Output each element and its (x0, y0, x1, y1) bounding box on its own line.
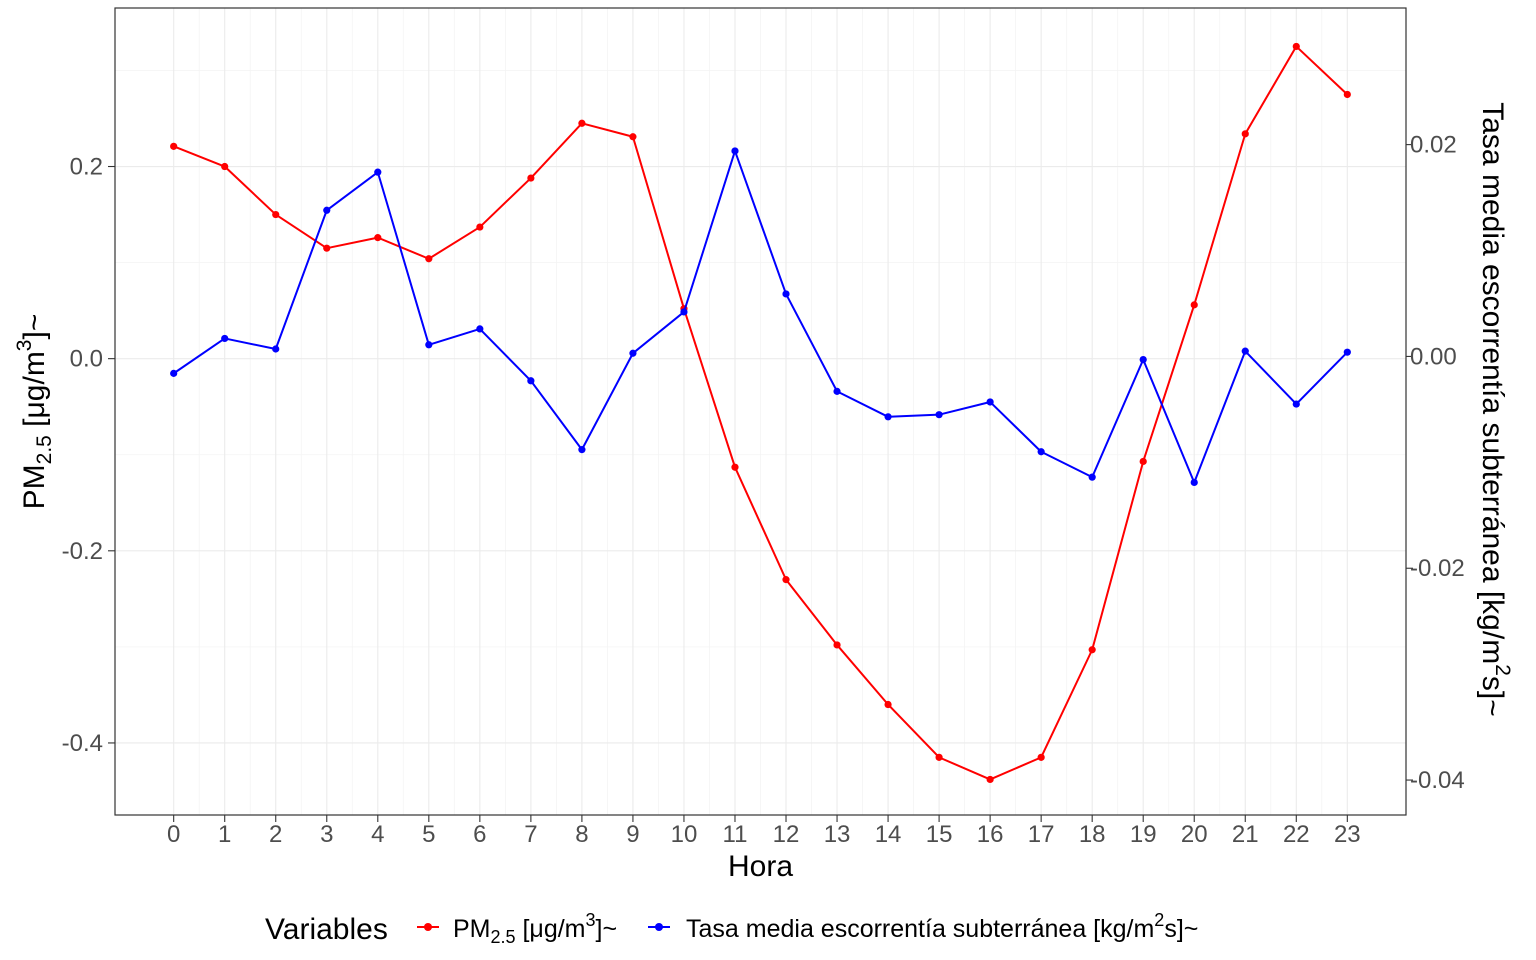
data-point-pm25 (272, 210, 280, 219)
data-point-runoff (527, 377, 535, 385)
x-tick-label: 10 (671, 821, 698, 848)
data-point-pm25 (629, 133, 637, 141)
data-point-pm25 (527, 174, 535, 182)
x-tick-label: 0 (167, 821, 180, 848)
data-point-pm25 (1190, 301, 1198, 309)
axis-tick-labels: 0 1 2 3 4 5 6 7 8 9 10 11 12 13 14 15 16 17 18 19 20 21 22 230.… (62, 132, 1465, 848)
data-point-runoff (1241, 347, 1249, 355)
x-tick-label: 22 (1283, 821, 1310, 848)
x-tick-label: 2 (269, 821, 282, 848)
major-gridlines (115, 8, 1406, 815)
data-point-pm25 (1292, 42, 1300, 51)
x-tick-label: 16 (977, 821, 1004, 848)
data-point-runoff (1037, 448, 1045, 456)
legend-label-pm25: PM2.5 [μg/m3]~ (453, 910, 617, 947)
legend-key-point-pm25 (424, 923, 432, 931)
data-point-pm25 (578, 119, 586, 127)
data-point-runoff (425, 341, 433, 349)
data-point-pm25 (935, 753, 943, 761)
x-tick-label: 17 (1028, 821, 1055, 848)
data-point-runoff (323, 206, 331, 214)
data-point-runoff (731, 147, 739, 155)
data-point-pm25 (986, 775, 994, 784)
data-point-runoff (374, 168, 382, 176)
x-tick-label: 21 (1232, 821, 1259, 848)
data-point-pm25 (1139, 457, 1147, 466)
data-point-pm25 (1241, 130, 1249, 138)
series-line-runoff (173, 149, 1349, 484)
x-tick-label: 15 (926, 821, 953, 848)
data-point-runoff (935, 411, 943, 419)
legend-label-runoff: Tasa media escorrentía subterránea [kg/m… (686, 910, 1198, 943)
y-right-tick-label: 0.00 (1410, 343, 1457, 370)
y-right-tick-label: -0.02 (1410, 555, 1465, 582)
data-point-pm25 (1037, 753, 1045, 761)
data-point-runoff (833, 387, 841, 395)
x-tick-label: 14 (875, 821, 902, 848)
data-point-pm25 (323, 244, 331, 252)
y-right-tick-label: 0.02 (1410, 132, 1457, 159)
y-axis-right-title: Tasa media escorrentía subterránea [kg/m… (1476, 102, 1514, 717)
x-tick-label: 6 (473, 821, 486, 848)
data-point-runoff (629, 349, 637, 357)
data-point-runoff (1088, 473, 1096, 481)
data-point-pm25 (170, 142, 178, 150)
x-tick-label: 19 (1130, 821, 1157, 848)
x-tick-label: 23 (1334, 821, 1361, 848)
x-axis-title: Hora (728, 850, 793, 883)
data-point-pm25 (731, 463, 739, 471)
x-tick-label: 12 (773, 821, 800, 848)
data-point-pm25 (374, 234, 382, 242)
data-point-pm25 (833, 641, 841, 649)
x-tick-label: 11 (723, 821, 748, 848)
data-point-pm25 (221, 162, 229, 171)
data-point-runoff (1292, 400, 1300, 408)
y-right-tick-label: -0.04 (1410, 767, 1465, 794)
data-point-runoff (782, 290, 790, 298)
legend-key-point-runoff (655, 923, 663, 931)
data-point-runoff (1190, 478, 1198, 487)
y-left-tick-label: 0.2 (70, 154, 103, 181)
x-tick-label: 9 (626, 821, 639, 848)
series-line-pm25 (173, 45, 1349, 781)
data-point-runoff (272, 345, 280, 353)
plot-panel-border (114, 7, 1407, 816)
minor-gridlines (115, 8, 1406, 815)
data-point-runoff (221, 334, 229, 343)
data-point-pm25 (1343, 90, 1351, 99)
x-tick-label: 7 (524, 821, 537, 848)
data-point-runoff (1343, 348, 1351, 356)
data-point-runoff (1139, 356, 1147, 364)
x-tick-label: 3 (320, 821, 333, 848)
x-tick-label: 4 (371, 821, 384, 848)
data-point-runoff (578, 446, 586, 454)
y-axis-left-title: PM2.5 [μg/m3]~ (13, 314, 56, 510)
data-point-pm25 (884, 700, 892, 709)
x-tick-label: 20 (1181, 821, 1208, 848)
data-point-runoff (170, 369, 178, 377)
data-point-pm25 (1088, 646, 1096, 654)
data-point-pm25 (782, 576, 790, 584)
data-series (170, 42, 1351, 784)
y-left-tick-label: 0.0 (70, 346, 103, 373)
data-point-runoff (680, 308, 688, 316)
data-point-pm25 (425, 255, 433, 263)
x-tick-label: 8 (575, 821, 588, 848)
data-point-pm25 (476, 223, 484, 231)
x-tick-label: 5 (422, 821, 435, 848)
y-left-tick-label: -0.2 (62, 538, 103, 565)
x-tick-label: 13 (824, 821, 851, 848)
x-tick-label: 18 (1079, 821, 1106, 848)
legend-title: Variables (265, 913, 388, 946)
axis-ticks (108, 144, 1413, 822)
legend: Variables PM2.5 [μg/m3]~ Tasa media esco… (265, 910, 1198, 947)
data-point-runoff (884, 413, 892, 421)
data-point-runoff (986, 398, 994, 406)
data-point-runoff (476, 325, 484, 333)
y-left-tick-label: -0.4 (62, 730, 103, 757)
x-tick-label: 1 (218, 821, 231, 848)
